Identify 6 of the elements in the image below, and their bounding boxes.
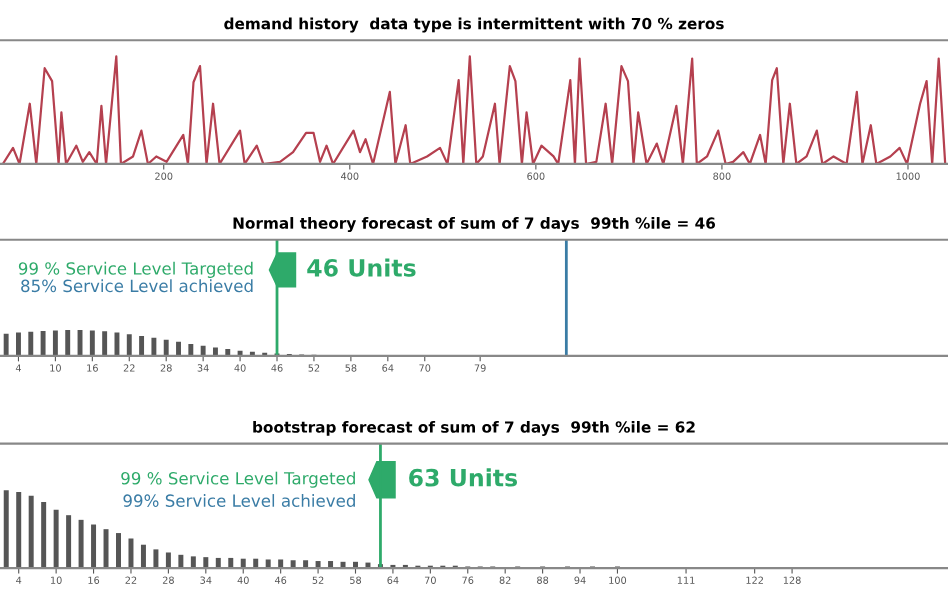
- text: 63 Units: [409, 468, 518, 487]
- text: 99 % Service Level Targeted: [18, 261, 253, 278]
- text: 46 Units: [307, 258, 416, 277]
- text: 99 % Service Level Targeted: [121, 471, 355, 488]
- annotation: 99% Service Level achieved: [123, 494, 355, 507]
- text: 85% Service Level achieved: [21, 279, 253, 293]
